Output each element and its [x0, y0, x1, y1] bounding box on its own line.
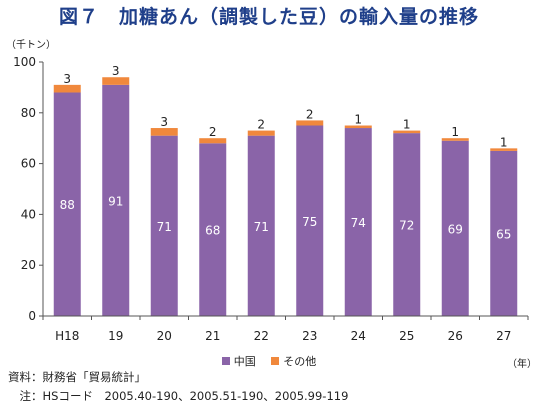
data-label-other: 3 [63, 72, 71, 86]
x-tick-label: 25 [399, 329, 414, 343]
bar-segment-china [150, 135, 178, 316]
x-tick-label: 26 [448, 329, 463, 343]
data-label-other: 1 [500, 135, 508, 149]
bar-segment-other [393, 130, 421, 134]
data-label-china: 74 [351, 216, 366, 230]
bar-segment-other [344, 125, 372, 129]
bar-segment-other [296, 120, 324, 126]
legend: 中国 その他 [0, 353, 538, 369]
source-note: 資料：財務省「貿易統計」 [8, 370, 146, 384]
y-tick-label: 60 [21, 157, 36, 171]
legend-swatch-other [271, 357, 280, 365]
x-tick-label: 21 [205, 329, 220, 343]
legend-item-other: その他 [271, 353, 316, 369]
x-tick-label: 22 [254, 329, 269, 343]
legend-swatch-china [221, 357, 230, 365]
x-tick-label: 23 [302, 329, 317, 343]
data-label-china: 69 [448, 222, 463, 236]
bar-segment-china [441, 140, 469, 316]
data-label-china: 71 [254, 220, 269, 234]
y-axis: 0 20 40 60 80 100 [13, 55, 44, 323]
data-label-other: 3 [112, 64, 120, 78]
data-label-china: 71 [157, 220, 172, 234]
bar-segment-china [393, 133, 421, 316]
data-label-china: 91 [108, 194, 123, 208]
bar-segment-other [102, 77, 130, 85]
y-tick-label: 80 [21, 106, 36, 120]
data-label-china: 88 [60, 198, 75, 212]
bar-segment-china [102, 84, 130, 316]
x-tick-label: 20 [157, 329, 172, 343]
bar-segment-china [490, 150, 518, 316]
bar-segment-other [441, 138, 469, 141]
legend-label-other: その他 [283, 355, 317, 368]
y-tick-label: 40 [21, 207, 36, 221]
legend-label-china: 中国 [233, 355, 256, 368]
y-tick-label: 100 [13, 55, 36, 69]
bar-segment-other [53, 84, 81, 93]
x-tick-label: 27 [496, 329, 511, 343]
data-label-other: 2 [209, 125, 217, 139]
data-label-other: 3 [160, 115, 168, 129]
y-axis-unit: （千トン） [6, 40, 56, 51]
bar-segment-china [53, 92, 81, 316]
data-label-china: 72 [399, 219, 414, 233]
data-label-other: 1 [403, 118, 411, 132]
data-label-other: 2 [306, 107, 314, 121]
x-tick-label: 24 [351, 329, 366, 343]
legend-item-china: 中国 [221, 353, 256, 369]
data-label-other: 2 [257, 118, 265, 132]
x-axis: H18 19 20 21 22 23 24 25 26 27 [42, 315, 529, 343]
bar-segment-other [490, 148, 518, 151]
data-label-china: 65 [496, 227, 511, 241]
bar-segment-other [199, 138, 227, 144]
data-label-china: 68 [205, 224, 220, 238]
bar-segment-other [247, 130, 275, 136]
y-tick-label: 0 [28, 309, 36, 323]
data-label-other: 1 [354, 113, 362, 127]
x-tick-label: H18 [55, 329, 79, 343]
bar-segment-china [199, 143, 227, 316]
bar-segment-china [247, 135, 275, 316]
chart-title: 図７ 加糖あん（調製した豆）の輸入量の推移 [58, 6, 479, 28]
data-label-other: 1 [451, 125, 459, 139]
y-tick-label: 20 [21, 258, 36, 272]
bars: 88 3 91 3 71 3 68 2 71 2 75 2 74 1 72 1 69 1 65 1 [53, 64, 518, 316]
bar-segment-china [344, 128, 372, 316]
x-tick-label: 19 [108, 329, 123, 343]
x-axis-unit: （年） [507, 359, 537, 370]
bar-segment-other [150, 128, 178, 136]
data-label-china: 75 [302, 215, 317, 229]
bar-segment-china [296, 125, 324, 316]
hs-code-note: 注：HSコード 2005.40-190、2005.51-190、2005.99-… [8, 389, 349, 403]
